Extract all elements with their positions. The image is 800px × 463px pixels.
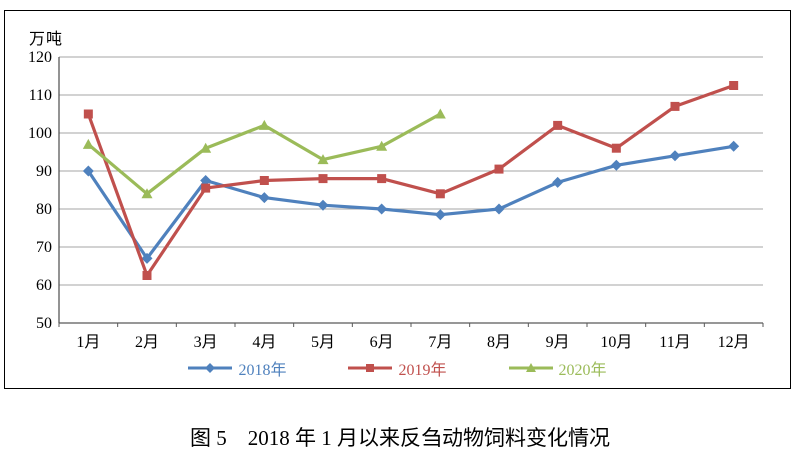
data-point — [317, 154, 329, 165]
data-point — [83, 109, 93, 119]
y-tick-label: 70 — [36, 239, 52, 256]
y-tick-label: 60 — [36, 277, 52, 294]
data-point — [493, 203, 505, 215]
data-point — [377, 174, 387, 184]
data-point — [552, 176, 564, 188]
y-tick-label: 110 — [29, 87, 52, 104]
x-tick-label: 2月 — [135, 334, 159, 351]
y-tick-label: 80 — [36, 201, 52, 218]
data-point — [82, 138, 94, 149]
series-line-2019年 — [86, 83, 736, 278]
x-tick-label: 8月 — [487, 334, 511, 351]
y-tick-label: 50 — [36, 315, 52, 332]
data-point — [669, 150, 681, 162]
legend-item-2019: 2019年 — [348, 356, 447, 380]
data-point — [670, 101, 680, 111]
x-tick-label: 10月 — [600, 334, 632, 351]
data-point — [611, 143, 621, 153]
y-tick-label: 100 — [28, 125, 52, 142]
legend-line-triangle-icon — [508, 363, 553, 372]
x-tick-label: 9月 — [546, 334, 570, 351]
y-tick-label: 120 — [28, 49, 52, 66]
legend-label-2018: 2018年 — [238, 362, 287, 379]
legend-item-2018: 2018年 — [188, 356, 286, 380]
legend: 2018年 2019年 2020年 — [5, 356, 790, 380]
x-tick-label: 3月 — [194, 334, 218, 351]
x-tick-label: 7月 — [428, 334, 452, 351]
legend-line-square-icon — [348, 364, 393, 372]
y-axis-title: 万吨 — [29, 31, 64, 48]
data-point — [82, 165, 94, 177]
data-point — [200, 142, 212, 153]
data-point — [729, 81, 739, 90]
x-tick-label: 12月 — [718, 334, 750, 351]
data-point — [318, 174, 328, 184]
line-chart: 50 60 70 80 90 100 110 120 1月 2月 3月 4月 5月 6月 7月 8月 9月 10月… — [28, 49, 764, 351]
figure-caption: 图 5 2018 年 1 月以来反刍动物饲料变化情况 — [190, 426, 610, 450]
data-point — [435, 189, 445, 199]
data-point — [494, 164, 504, 174]
legend-line-diamond-icon — [188, 363, 233, 373]
data-point — [317, 199, 329, 211]
data-point — [200, 175, 212, 186]
legend-item-2020: 2020年 — [508, 356, 607, 380]
legend-label-2020: 2020年 — [558, 362, 607, 379]
data-point — [142, 271, 152, 280]
data-point — [141, 188, 153, 199]
data-point — [376, 203, 388, 215]
series-line-2018年 — [86, 144, 736, 260]
x-tick-label: 5月 — [311, 334, 335, 351]
data-point — [434, 209, 446, 221]
data-point — [259, 176, 269, 185]
x-tick-label: 6月 — [370, 334, 394, 351]
data-point — [434, 108, 446, 119]
x-tick-label: 11月 — [659, 334, 690, 351]
data-point — [376, 140, 388, 151]
x-tick-label: 1月 — [76, 334, 100, 351]
y-tick-label: 90 — [36, 163, 52, 180]
data-point — [201, 183, 211, 193]
data-point — [553, 120, 563, 130]
legend-label-2019: 2019年 — [398, 362, 447, 379]
data-point — [258, 119, 270, 130]
x-tick-label: 4月 — [252, 334, 276, 351]
data-point — [258, 192, 270, 204]
data-point — [610, 159, 622, 171]
data-point — [141, 252, 153, 264]
chart-area: 万吨 50 60 70 80 90 100 110 120 1月 2月 3月 4月 5月 6月 7月 8月 9月… — [4, 10, 791, 389]
data-point — [728, 140, 740, 152]
